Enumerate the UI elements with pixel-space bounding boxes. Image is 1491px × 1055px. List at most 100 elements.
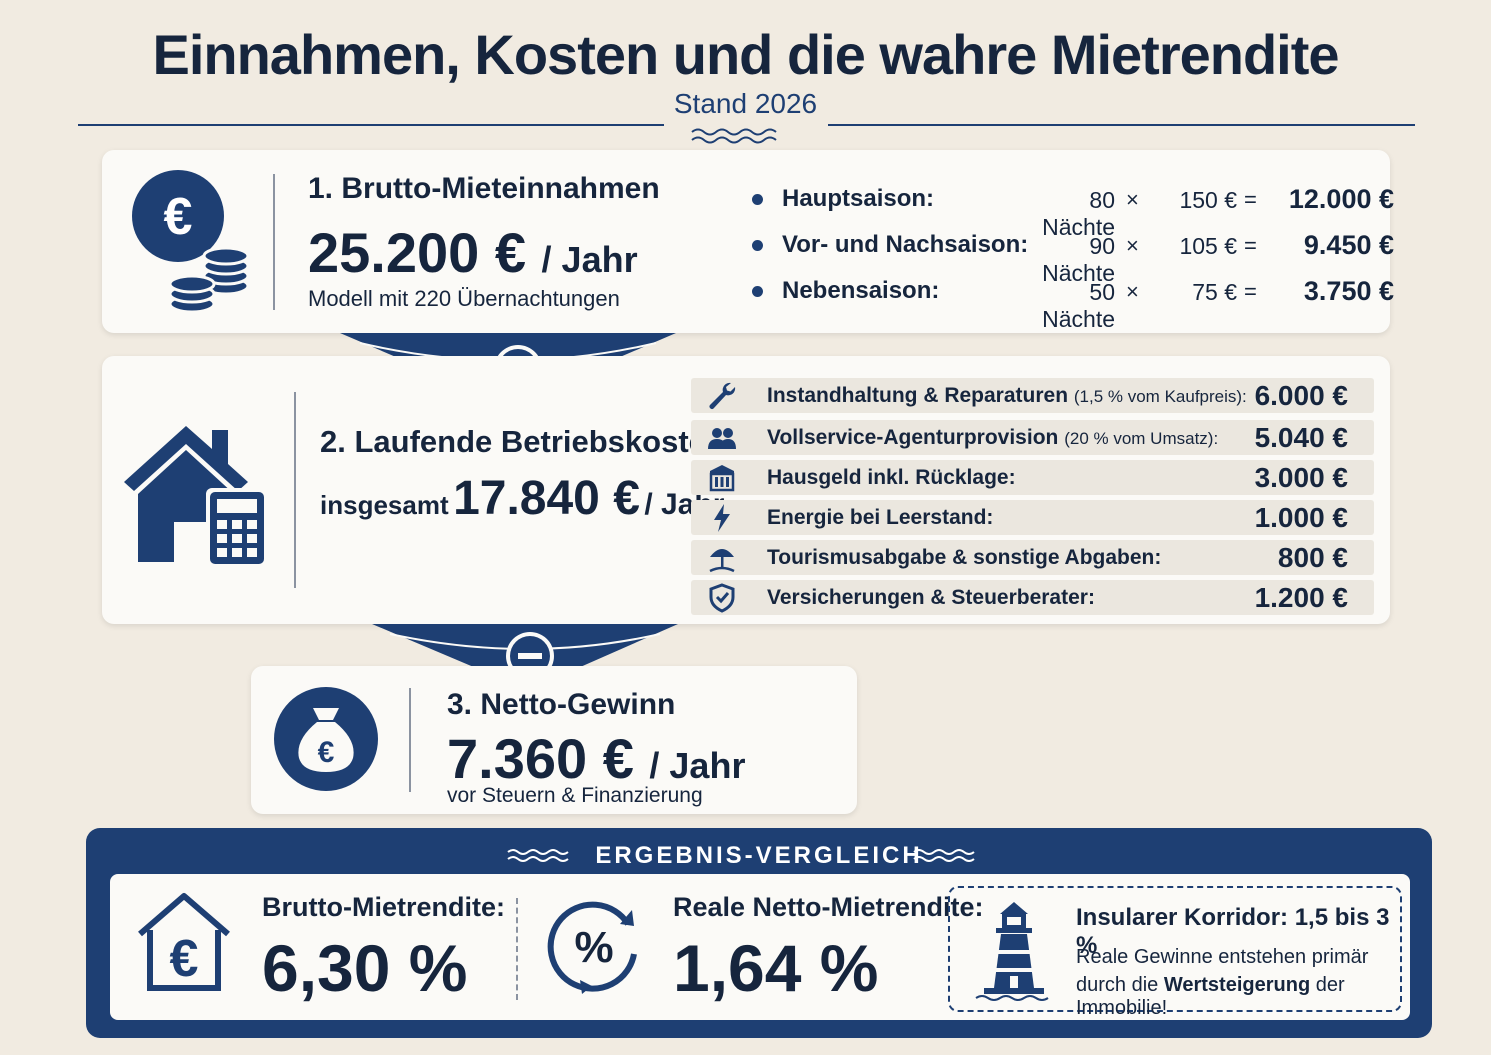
wrench-icon xyxy=(709,382,736,409)
cost-label: Instandhaltung & Reparaturen (1,5 % vom … xyxy=(767,384,1247,408)
costs-total: insgesamt 17.840 € / Jahr xyxy=(320,471,724,526)
income-amount: 25.200 € / Jahr xyxy=(308,220,638,285)
corridor-title: Insularer Korridor: 1,5 bis 3 % xyxy=(1076,904,1390,959)
yield-divider xyxy=(516,898,518,1000)
cost-label: Vollservice-Agenturprovision (20 % vom U… xyxy=(767,426,1218,450)
income-amount-unit: / Jahr xyxy=(541,239,638,280)
cost-amount: 1.200 € xyxy=(1254,582,1348,613)
lighthouse-icon xyxy=(975,902,1049,1001)
income-separator xyxy=(273,174,275,310)
net-note: vor Steuern & Finanzierung xyxy=(447,784,703,807)
season-nights: 50 Nächte xyxy=(1042,279,1115,332)
result-comparison-box: ERGEBNIS-VERGLEICH € Brutto-Mietrendite:… xyxy=(86,828,1432,1038)
times-sign: × xyxy=(1126,233,1139,258)
income-title: 1. Brutto-Mieteinnahmen xyxy=(308,172,660,205)
svg-text:€: € xyxy=(170,930,199,988)
shield-icon xyxy=(709,583,735,613)
equals-sign: = xyxy=(1244,279,1257,304)
income-amount-value: 25.200 € xyxy=(308,221,526,284)
season-label: Vor- und Nachsaison: xyxy=(782,231,1029,258)
euro-coins-icon: € xyxy=(132,170,250,314)
umbrella-icon xyxy=(709,549,735,573)
season-label: Hauptsaison: xyxy=(782,185,935,212)
cost-label-note: (1,5 % vom Kaufpreis): xyxy=(1073,387,1247,406)
house-calculator-icon xyxy=(124,426,268,568)
header-divider-right xyxy=(828,124,1415,126)
equals-sign: = xyxy=(1244,187,1257,212)
cost-label: Hausgeld inkl. Rücklage: xyxy=(767,466,1016,489)
season-row: Nebensaison: 50 Nächte × 75 € = 3.750 € xyxy=(752,272,1394,332)
season-nights: 80 Nächte xyxy=(1042,187,1115,240)
income-card: € 1. Brutto-Mieteinnahmen 25.200 € / Jah… xyxy=(102,150,1394,333)
cost-label-note: (20 % vom Umsatz): xyxy=(1064,429,1219,448)
net-yield-value: 1,64 % xyxy=(673,931,879,1005)
income-note: Modell mit 220 Übernachtungen xyxy=(308,286,620,311)
cost-row: Vollservice-Agenturprovision (20 % vom U… xyxy=(691,420,1374,455)
costs-total-prefix: insgesamt xyxy=(320,490,449,520)
cost-label: Energie bei Leerstand: xyxy=(767,506,994,529)
season-price: 105 € xyxy=(1179,233,1237,259)
season-total: 3.750 € xyxy=(1303,276,1394,306)
corridor-text-bold: Wertsteigerung xyxy=(1163,974,1311,996)
cost-amount: 3.000 € xyxy=(1254,462,1348,493)
costs-card: 2. Laufende Betriebskosten insgesamt 17.… xyxy=(102,356,1390,624)
corridor-text-line1: Reale Gewinne entstehen primär xyxy=(1076,946,1369,968)
svg-text:€: € xyxy=(318,736,335,769)
svg-text:%: % xyxy=(574,923,613,972)
costs-separator xyxy=(294,392,296,588)
gross-yield-label: Brutto-Mietrendite: xyxy=(262,892,505,922)
times-sign: × xyxy=(1126,187,1139,212)
season-row: Vor- und Nachsaison: 90 Nächte × 105 € =… xyxy=(752,226,1394,286)
corridor-text-pre: durch die xyxy=(1076,974,1159,996)
bullet-icon xyxy=(752,240,763,251)
cost-label: Versicherungen & Steuerberater: xyxy=(767,586,1095,609)
net-title: 3. Netto-Gewinn xyxy=(447,688,676,721)
percent-cycle-icon: % xyxy=(547,901,637,994)
season-total: 12.000 € xyxy=(1288,184,1394,214)
people-icon xyxy=(708,428,736,449)
cost-row: Instandhaltung & Reparaturen (1,5 % vom … xyxy=(691,378,1374,413)
bullet-icon xyxy=(752,286,763,297)
net-amount-unit: / Jahr xyxy=(649,745,746,786)
building-icon xyxy=(709,465,735,492)
season-row: Hauptsaison: 80 Nächte × 150 € = 12.000 … xyxy=(752,180,1394,240)
cost-amount: 800 € xyxy=(1277,542,1348,573)
wave-right-icon xyxy=(913,849,975,862)
cost-amount: 5.040 € xyxy=(1254,422,1348,453)
cost-row: Energie bei Leerstand: 1.000 € xyxy=(691,500,1374,535)
season-label: Nebensaison: xyxy=(782,277,940,304)
bullet-icon xyxy=(752,194,763,205)
page-subtitle: Stand 2026 xyxy=(673,88,818,119)
season-price: 75 € xyxy=(1192,279,1237,305)
header-divider-left xyxy=(78,124,664,126)
season-total: 9.450 € xyxy=(1303,230,1394,260)
wave-left-icon xyxy=(507,849,569,862)
corridor-text-post: der Immobilie! xyxy=(1076,974,1345,1019)
net-amount: 7.360 € / Jahr xyxy=(447,726,745,791)
cost-label-text: Instandhaltung & Reparaturen xyxy=(767,384,1069,407)
cost-row: Tourismusabgabe & sonstige Abgaben: 800 … xyxy=(691,540,1374,575)
cost-amount: 1.000 € xyxy=(1254,502,1348,533)
lightning-icon xyxy=(714,504,730,532)
wave-decoration xyxy=(691,128,777,144)
costs-total-amount: 17.840 € xyxy=(453,472,640,525)
costs-title: 2. Laufende Betriebskosten xyxy=(320,424,725,459)
net-profit-card: € 3. Netto-Gewinn 7.360 € / Jahr vor Ste… xyxy=(251,666,857,814)
svg-text:€: € xyxy=(164,188,193,246)
net-yield-label: Reale Netto-Mietrendite: xyxy=(673,892,984,922)
result-inner-panel: € Brutto-Mietrendite: 6,30 % % Reale Net… xyxy=(110,874,1410,1020)
cost-label: Tourismusabgabe & sonstige Abgaben: xyxy=(767,546,1162,569)
cost-row: Versicherungen & Steuerberater: 1.200 € xyxy=(691,580,1374,615)
equals-sign: = xyxy=(1244,233,1257,258)
net-separator xyxy=(409,688,411,792)
result-heading: ERGEBNIS-VERGLEICH xyxy=(595,842,923,869)
net-amount-value: 7.360 € xyxy=(447,727,634,790)
cost-amount: 6.000 € xyxy=(1254,380,1348,411)
cost-row: Hausgeld inkl. Rücklage: 3.000 € xyxy=(691,460,1374,495)
corridor-text-line2: durch die Wertsteigerung der Immobilie! xyxy=(1076,974,1400,1020)
season-nights: 90 Nächte xyxy=(1042,233,1115,286)
season-price: 150 € xyxy=(1179,187,1237,213)
times-sign: × xyxy=(1126,279,1139,304)
money-bag-icon: € xyxy=(274,687,378,791)
gross-yield-value: 6,30 % xyxy=(262,931,468,1005)
